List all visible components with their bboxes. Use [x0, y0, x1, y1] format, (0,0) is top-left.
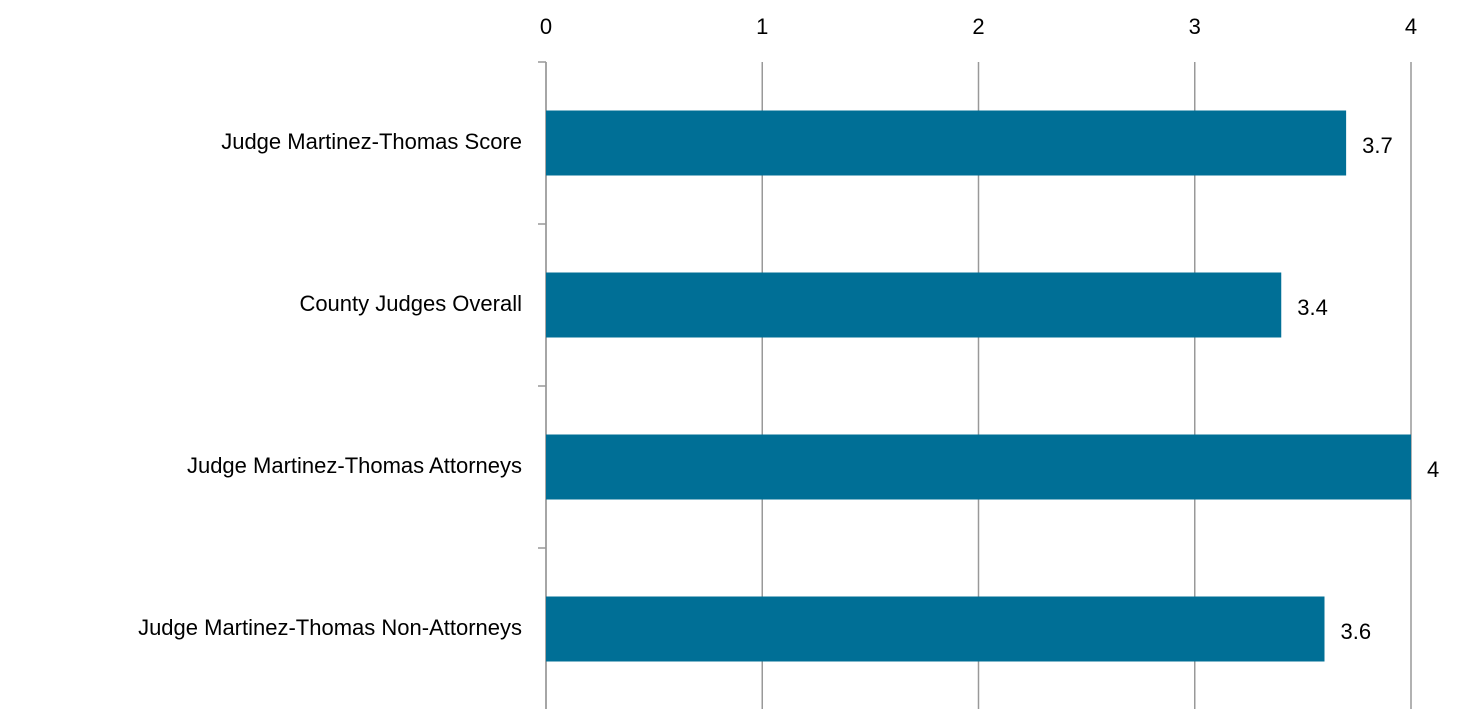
y-tick-label: Judge Martinez-Thomas Attorneys [187, 453, 522, 478]
x-tick-label: 1 [756, 14, 768, 39]
y-tick-label: County Judges Overall [299, 291, 522, 316]
bar [546, 110, 1347, 176]
y-tick-label: Judge Martinez-Thomas Score [221, 129, 522, 154]
data-label: 3.7 [1362, 133, 1393, 158]
x-tick-label: 0 [540, 14, 552, 39]
data-label: 4 [1427, 457, 1439, 482]
bar [546, 272, 1282, 338]
data-label: 3.6 [1341, 619, 1372, 644]
bar [546, 596, 1325, 662]
x-tick-label: 4 [1405, 14, 1417, 39]
x-tick-label: 2 [972, 14, 984, 39]
x-tick-label: 3 [1189, 14, 1201, 39]
y-tick-label: Judge Martinez-Thomas Non-Attorneys [138, 615, 522, 640]
bar [546, 434, 1411, 500]
data-label: 3.4 [1297, 295, 1328, 320]
